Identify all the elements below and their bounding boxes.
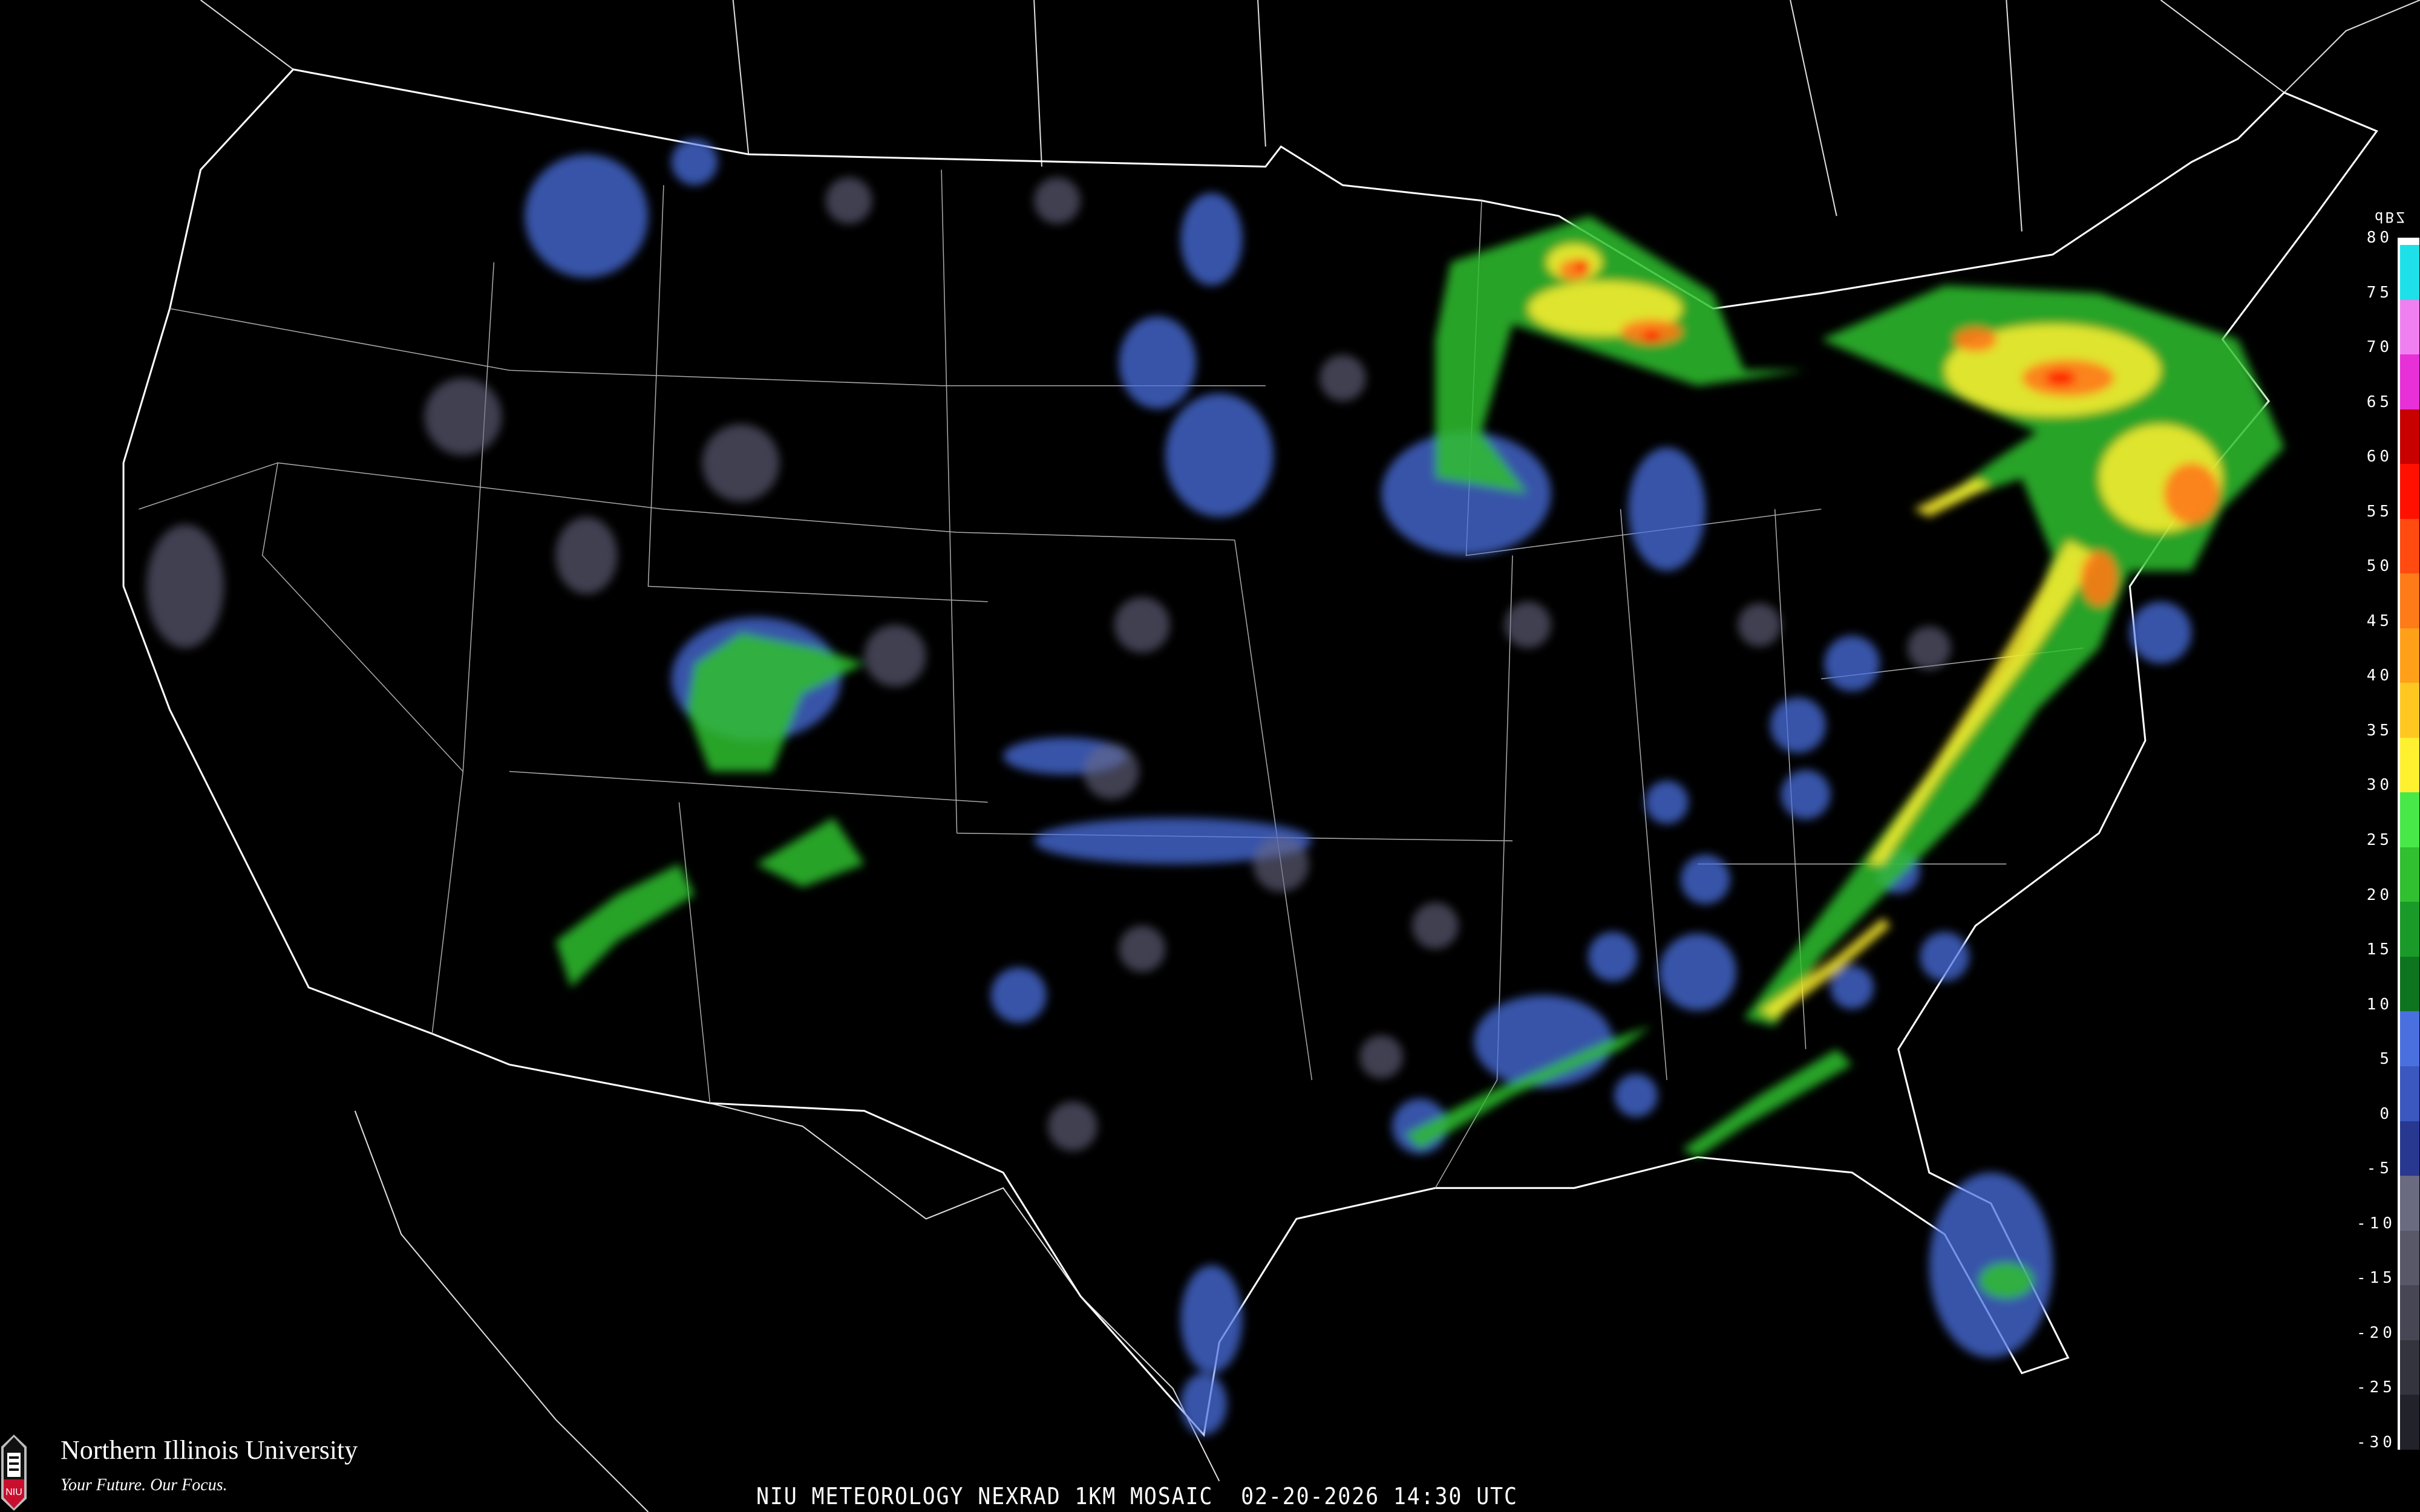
state-boundaries [139, 169, 2084, 1188]
legend-label: 20 [2366, 885, 2393, 904]
international-lines [200, 0, 2420, 1512]
legend-band--15 [2400, 1285, 2419, 1340]
legend-label: 35 [2366, 721, 2393, 740]
legend-label: 30 [2366, 776, 2393, 795]
legend-label: 80 [2366, 229, 2393, 247]
legend-band-5 [2400, 1066, 2419, 1121]
legend-band-10 [2400, 1011, 2419, 1066]
university-name: Northern Illinois University [60, 1435, 358, 1465]
legend-band--5 [2400, 1176, 2419, 1231]
legend-label: -25 [2356, 1378, 2396, 1397]
map-caption: NIU METEOROLOGY NEXRAD 1KM MOSAIC 02-20-… [756, 1483, 1518, 1510]
legend-label: 55 [2366, 502, 2393, 521]
reflectivity-color-scale [2398, 238, 2419, 1450]
university-tagline: Your Future. Our Focus. [60, 1476, 227, 1494]
svg-text:NIU: NIU [5, 1487, 22, 1497]
legend-label: 70 [2366, 338, 2393, 357]
legend-band-15 [2400, 956, 2419, 1012]
legend-band-40 [2400, 683, 2419, 738]
echo-gray-light [146, 177, 1951, 1152]
legend-band-45 [2400, 628, 2419, 683]
legend-band-65 [2400, 409, 2419, 464]
legend-label: 40 [2366, 666, 2393, 685]
legend-band--10 [2400, 1230, 2419, 1286]
legend-band-55 [2400, 518, 2419, 574]
radar-echoes [146, 138, 2284, 1435]
legend-label: 45 [2366, 611, 2393, 630]
map-title: NIU METEOROLOGY NEXRAD 1KM MOSAIC [756, 1483, 1214, 1510]
legend-label: 25 [2366, 831, 2393, 849]
legend-band-75 [2400, 299, 2419, 355]
legend-band--25 [2400, 1395, 2419, 1450]
legend-label: 75 [2366, 283, 2393, 302]
echo-blue-light [525, 138, 2192, 1435]
legend-unit: dBZ [2375, 209, 2407, 226]
legend-label: -5 [2366, 1159, 2393, 1178]
legend-band-30 [2400, 792, 2419, 847]
legend-label: -15 [2356, 1269, 2396, 1288]
legend-label: 0 [2379, 1104, 2393, 1123]
legend-label: 50 [2366, 557, 2393, 576]
echo-orange [1558, 259, 2220, 607]
legend-band-20 [2400, 902, 2419, 957]
niu-logo: NIU Northern Illinois University Your Fu… [0, 1427, 436, 1512]
legend-label: 65 [2366, 393, 2393, 411]
legend-band-0 [2400, 1121, 2419, 1176]
legend-band-80 [2400, 245, 2419, 300]
legend-label: 60 [2366, 448, 2393, 466]
legend-band-25 [2400, 847, 2419, 902]
legend-label: 10 [2366, 995, 2393, 1014]
map-date: 02-20-2026 [1241, 1483, 1379, 1510]
legend-label: 15 [2366, 940, 2393, 959]
legend-label: 5 [2379, 1050, 2393, 1069]
legend-band--20 [2400, 1340, 2419, 1395]
legend-band-50 [2400, 573, 2419, 628]
legend-band-35 [2400, 737, 2419, 793]
legend-label: -20 [2356, 1323, 2396, 1342]
echo-red [1574, 259, 2076, 386]
niu-shield-icon: NIU [1, 1435, 27, 1511]
legend-label: -30 [2356, 1433, 2396, 1452]
map-time: 14:30 UTC [1393, 1483, 1518, 1510]
legend-label: -10 [2356, 1214, 2396, 1233]
legend-band-70 [2400, 354, 2419, 409]
legend-band-60 [2400, 464, 2419, 519]
